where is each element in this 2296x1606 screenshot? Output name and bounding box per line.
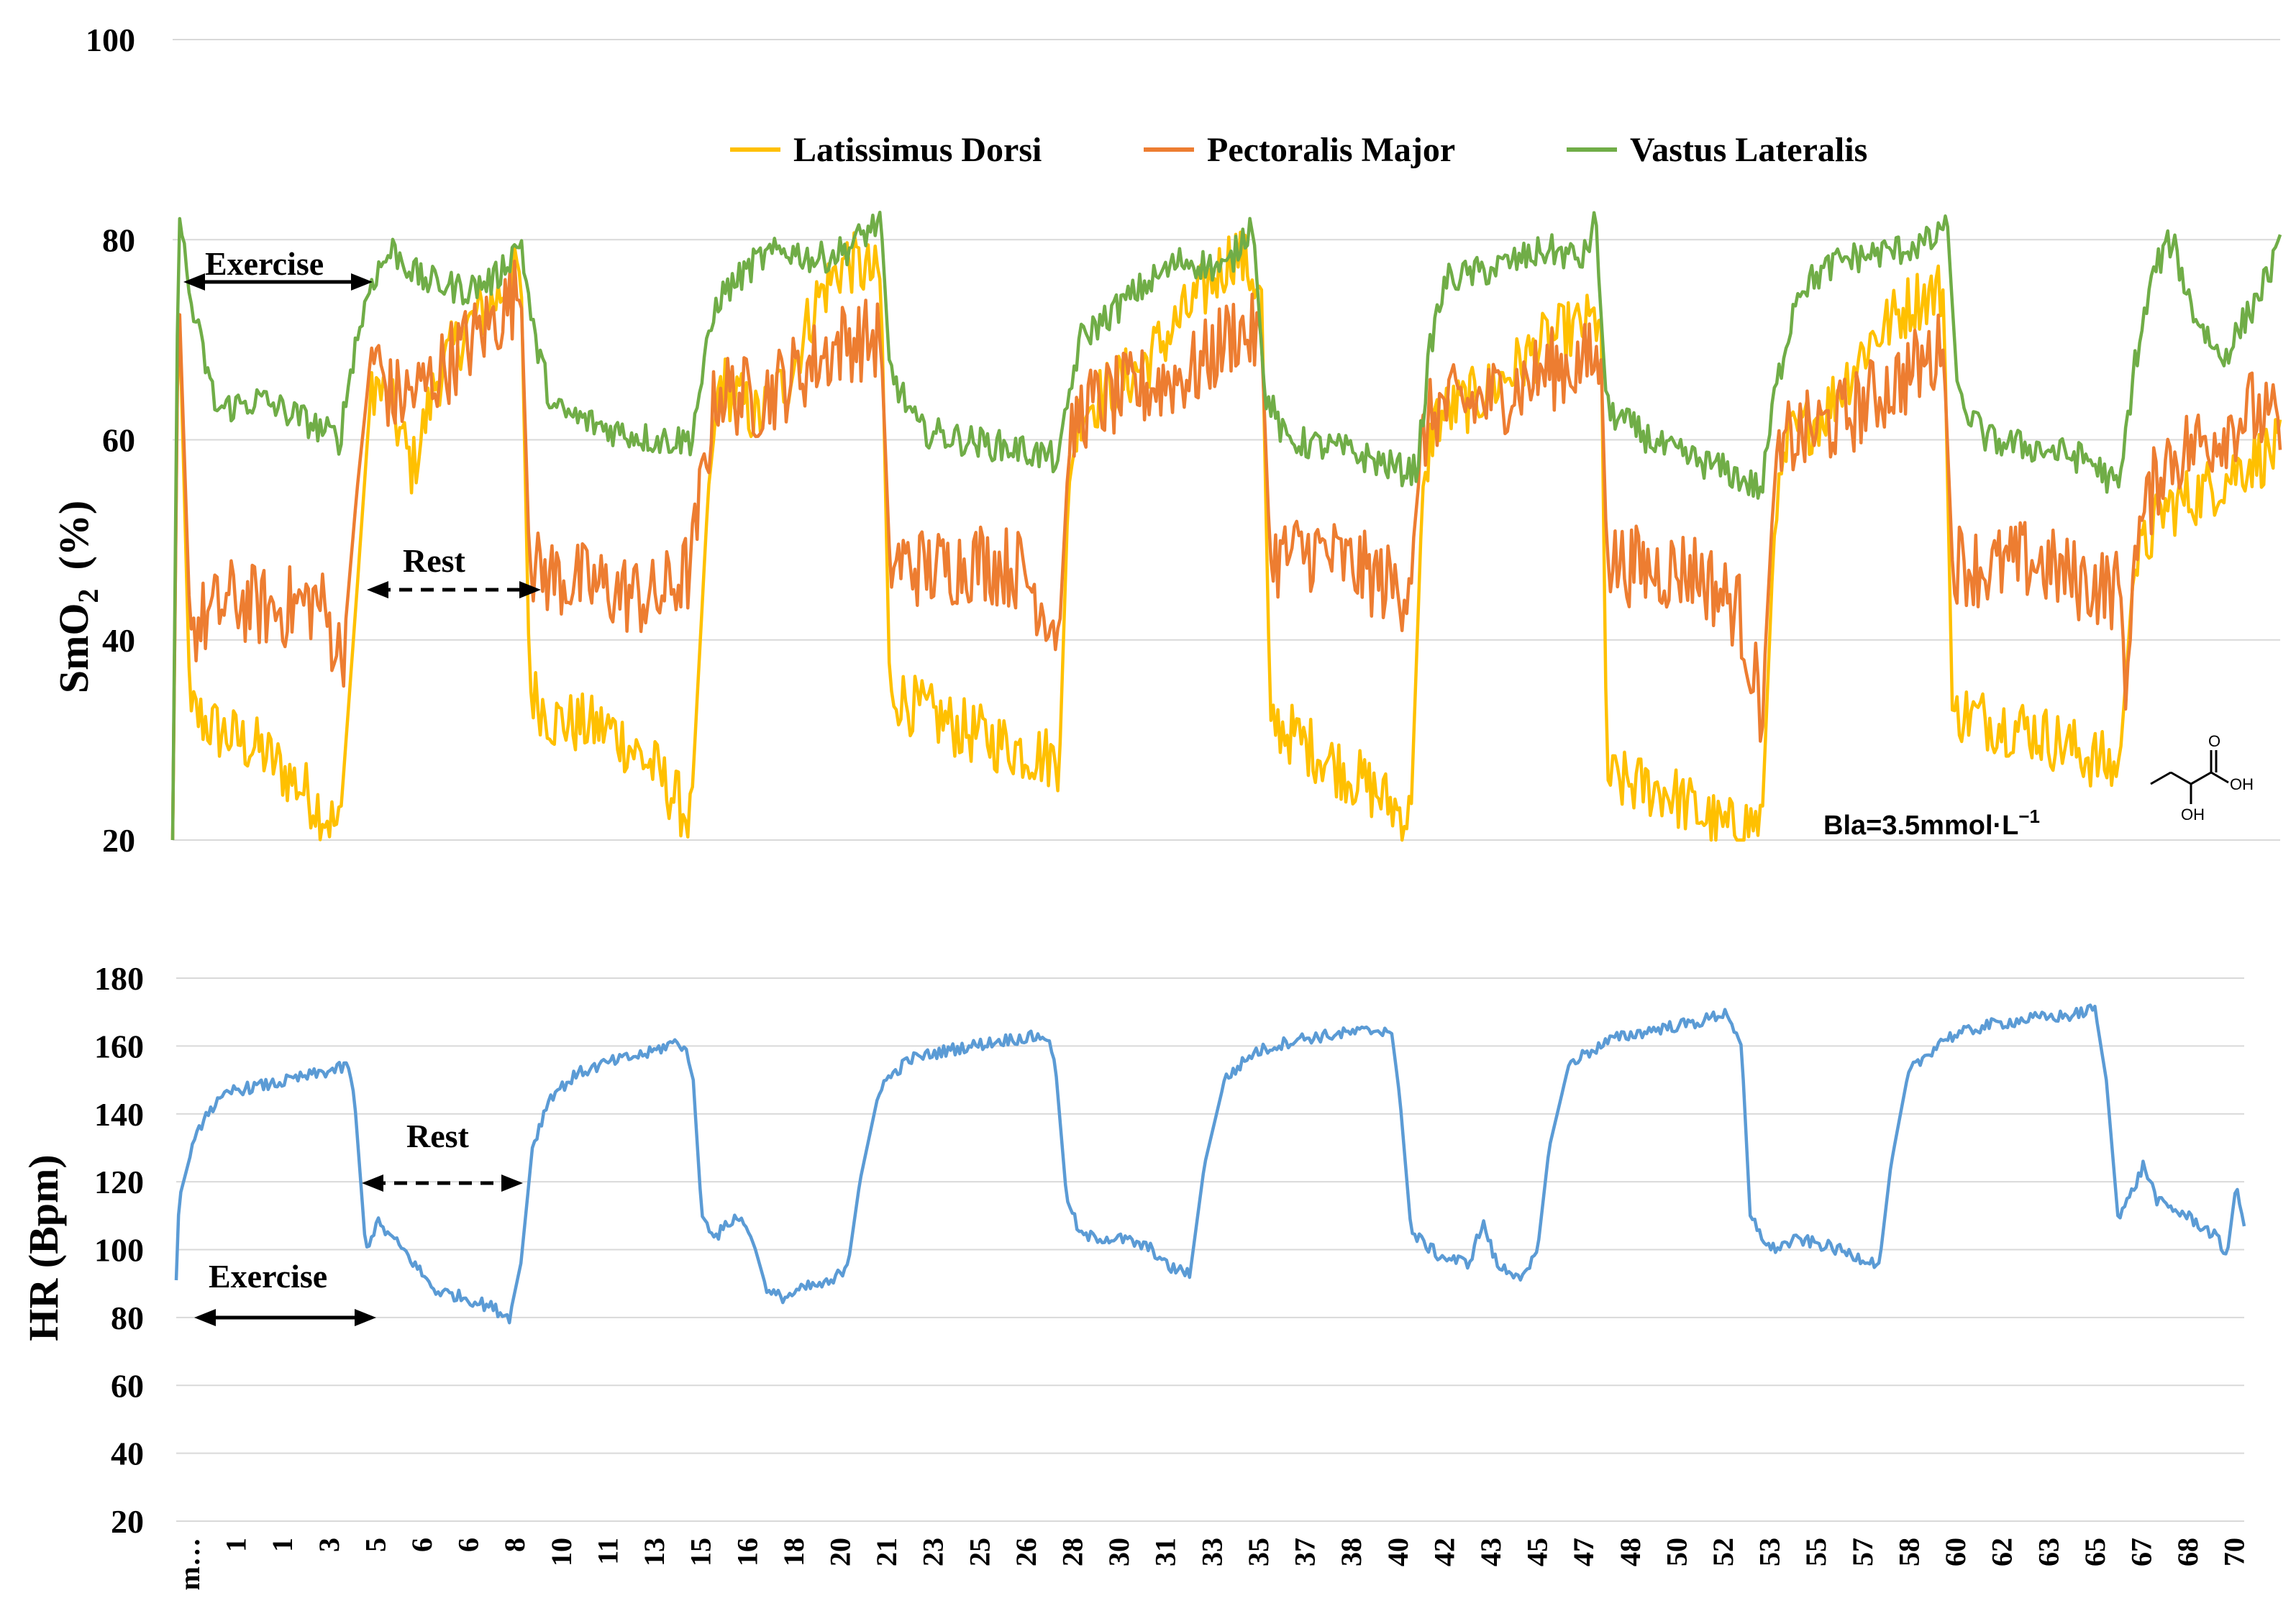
hr-x-tick-label: 35 xyxy=(1242,1538,1275,1566)
smo2-y-tick-label: 40 xyxy=(102,622,135,659)
hr-x-tick-label: 6 xyxy=(406,1538,438,1552)
smo2-chart: 20 40 60 80 100 SmO2 (%) Latissimus Dorsi Pec… xyxy=(50,22,2282,859)
hr-x-tick-label: 70 xyxy=(2218,1538,2251,1566)
hr-x-tick-label: 42 xyxy=(1428,1538,1460,1566)
hr-x-tick-label: 30 xyxy=(1103,1538,1135,1566)
hr-x-tick-label: 1 xyxy=(220,1538,252,1552)
hr-y-ticks: 20 40 60 80 100 120 140 160 180 xyxy=(94,960,144,1540)
hr-x-tick-label: 40 xyxy=(1382,1538,1414,1566)
hr-x-tick-label: 3 xyxy=(313,1538,345,1552)
hr-x-tick-label: 65 xyxy=(2079,1538,2111,1566)
exercise-arrow-top xyxy=(183,273,373,291)
hr-x-tick-label: 45 xyxy=(1521,1538,1554,1566)
hr-x-tick-label: 18 xyxy=(778,1538,810,1566)
hr-x-tick-label: 26 xyxy=(1010,1538,1042,1566)
legend-label-latissimus: Latissimus Dorsi xyxy=(793,131,1042,169)
hr-x-tick-label: 25 xyxy=(963,1538,996,1566)
blood-lactate-label: Bla=3.5mmol·L−1 xyxy=(1823,806,2040,841)
hr-y-tick-label: 40 xyxy=(111,1436,144,1472)
hr-x-tick-label: 50 xyxy=(1660,1538,1693,1566)
hr-y-tick-label: 180 xyxy=(94,960,144,997)
smo2-y-ticks: 20 40 60 80 100 xyxy=(86,22,135,859)
hr-x-tick-label: 58 xyxy=(1892,1538,1925,1566)
lactic-acid-structure-icon xyxy=(2150,750,2229,804)
hr-x-tick-label: 11 xyxy=(592,1538,624,1565)
hr-x-tick-label: 48 xyxy=(1614,1538,1646,1566)
smo2-y-label-unit: (%) xyxy=(50,501,97,570)
hr-x-tick-label: 8 xyxy=(498,1538,531,1552)
rest-arrow-bottom xyxy=(362,1174,523,1192)
hr-line-hr xyxy=(174,1003,2246,1325)
hr-y-axis-title: HR (Bpm) xyxy=(20,1154,67,1341)
smo2-y-label-sub: 2 xyxy=(72,588,104,603)
smo2-y-tick-label: 100 xyxy=(86,22,135,58)
exercise-arrow-bottom xyxy=(194,1309,376,1326)
lactic-acid-o-label: O xyxy=(2208,732,2220,750)
hr-x-tick-label: m… xyxy=(173,1538,206,1590)
hr-x-tick-label: 55 xyxy=(1800,1538,1832,1566)
hr-y-tick-label: 160 xyxy=(94,1028,144,1064)
hr-y-tick-label: 140 xyxy=(94,1096,144,1133)
smo2-y-label-main: SmO xyxy=(50,603,97,693)
hr-x-tick-label: 38 xyxy=(1335,1538,1367,1566)
hr-y-tick-label: 100 xyxy=(94,1232,144,1269)
hr-x-tick-label: 28 xyxy=(1057,1538,1089,1566)
hr-x-tick-label: 15 xyxy=(685,1538,717,1566)
hr-y-tick-label: 20 xyxy=(111,1503,144,1540)
hr-x-tick-label: 57 xyxy=(1846,1538,1879,1566)
legend-label-pectoralis: Pectoralis Major xyxy=(1207,131,1455,169)
hr-series xyxy=(174,1003,2246,1325)
legend: Latissimus Dorsi Pectoralis Major Vastus… xyxy=(730,131,1867,169)
smo2-line-vastus-lateralis xyxy=(170,210,2282,841)
hr-x-tick-label: 16 xyxy=(731,1538,763,1566)
hr-x-tick-label: 5 xyxy=(359,1538,391,1552)
hr-x-tick-label: 10 xyxy=(545,1538,578,1566)
hr-y-tick-label: 120 xyxy=(94,1164,144,1200)
hr-x-tick-label: 60 xyxy=(1939,1538,1972,1566)
rest-label-top: Rest xyxy=(403,542,466,579)
hr-x-tick-label: 1 xyxy=(266,1538,299,1552)
hr-x-tick-label: 6 xyxy=(452,1538,485,1552)
legend-label-vastus: Vastus Lateralis xyxy=(1630,131,1867,169)
hr-x-tick-label: 13 xyxy=(638,1538,670,1566)
rest-arrow-top xyxy=(367,581,541,598)
hr-x-tick-label: 23 xyxy=(917,1538,949,1566)
hr-x-tick-label: 21 xyxy=(870,1538,903,1566)
hr-x-tick-label: 68 xyxy=(2172,1538,2204,1566)
hr-x-ticks: m… 1 1 3 5 6 6 8 10 11 13 15 16 18 20 21 23 25 26 28 30 31 33 3… xyxy=(173,1538,2251,1590)
rest-label-bottom: Rest xyxy=(406,1118,470,1154)
hr-x-tick-label: 63 xyxy=(2032,1538,2064,1566)
smo2-y-tick-label: 80 xyxy=(102,222,135,258)
hr-x-tick-label: 31 xyxy=(1149,1538,1182,1566)
smo2-line-pectoralis-major xyxy=(170,260,2282,841)
lactic-acid-oh2-label: OH xyxy=(2181,806,2205,823)
hr-x-tick-label: 47 xyxy=(1567,1538,1600,1566)
smo2-y-tick-label: 20 xyxy=(102,822,135,859)
hr-y-tick-label: 80 xyxy=(111,1300,144,1336)
lactic-acid-oh-label: OH xyxy=(2230,775,2254,793)
hr-x-tick-label: 33 xyxy=(1195,1538,1228,1566)
hr-x-tick-label: 52 xyxy=(1707,1538,1739,1566)
exercise-label-top: Exercise xyxy=(205,245,324,282)
smo2-y-axis-title: SmO2 (%) xyxy=(50,501,104,693)
hr-y-tick-label: 60 xyxy=(111,1367,144,1404)
hr-x-tick-label: 53 xyxy=(1754,1538,1786,1566)
smo2-y-tick-label: 60 xyxy=(102,422,135,459)
hr-x-tick-label: 43 xyxy=(1475,1538,1507,1566)
hr-x-tick-label: 62 xyxy=(1986,1538,2018,1566)
hr-x-tick-label: 67 xyxy=(2126,1538,2158,1566)
smo2-series xyxy=(170,210,2282,842)
exercise-label-bottom: Exercise xyxy=(209,1258,327,1295)
hr-x-tick-label: 37 xyxy=(1289,1538,1321,1566)
hr-x-tick-label: 20 xyxy=(824,1538,857,1566)
